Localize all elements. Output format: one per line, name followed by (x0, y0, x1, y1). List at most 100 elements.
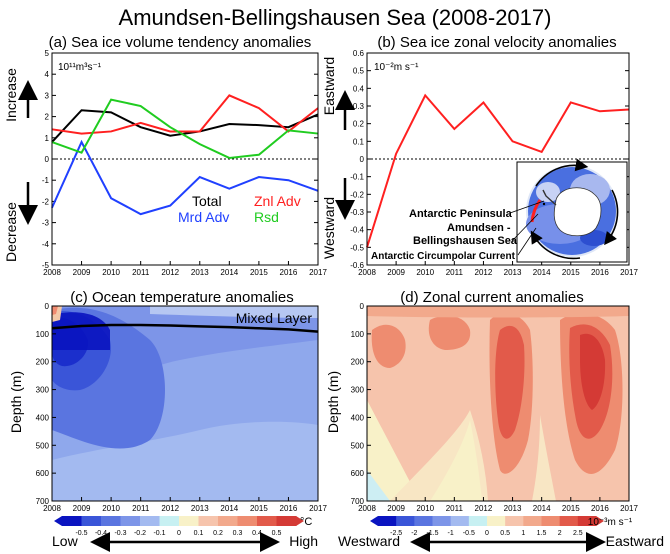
y-tick-label: 0.3 (353, 102, 365, 111)
colorbar-segment (159, 516, 180, 526)
panel-b-chart: -0.6 -0.5 -0.4 -0.3 -0.2 -0.1 0 0.1 0.2 0.3 0.4 0.5… (350, 49, 638, 277)
figure-title: Amundsen-Bellingshausen Sea (2008-2017) (119, 5, 552, 30)
colorbar-segment (237, 516, 258, 526)
colorbar-segment (179, 516, 199, 526)
colorbar-tick-label: 0.1 (194, 530, 204, 537)
y-tick-label: -0.4 (350, 226, 364, 235)
colorbar-tick-label: 0.5 (500, 530, 510, 537)
colorbar-segment (198, 516, 219, 526)
y-tick-label: 200 (36, 358, 50, 367)
y-tick-label: -3 (42, 219, 50, 228)
colorbar-tick-label: 0.3 (233, 530, 243, 537)
panel-b-frame (366, 52, 630, 266)
y-tick-label: 0.5 (353, 67, 365, 76)
colorbar-segment (468, 516, 488, 526)
colorbar-right-cap (296, 516, 304, 526)
colorbar-tick-label: -0.2 (134, 530, 146, 537)
colorbar-segment (62, 516, 82, 526)
legend-znl-adv: Znl Adv (254, 193, 301, 209)
y-tick-label: 300 (351, 386, 365, 395)
x-tick-label: 2011 (132, 268, 150, 277)
x-tick-label: 2012 (161, 268, 179, 277)
panel-c-colorbar: -0.5 -0.4 -0.3 -0.2 -0.1 0 0.1 0.2 0.3 0.4 0.5 (54, 516, 304, 537)
y-tick-label: 700 (351, 497, 365, 506)
westward-label: Westward (321, 197, 337, 259)
panel-d-frame (366, 305, 630, 502)
colorbar-tick-label: -0.3 (114, 530, 126, 537)
colorbar-segment (140, 516, 160, 526)
y-tick-label: 5 (45, 49, 50, 58)
x-tick-label: 2009 (73, 268, 91, 277)
x-tick-label: 2010 (416, 504, 434, 513)
antarctica-inset-map (516, 158, 628, 263)
panel-d-heatmap (367, 306, 629, 501)
x-tick-label: 2014 (220, 268, 238, 277)
y-tick-label: -0.6 (350, 261, 364, 270)
colorbar-eastward-label: Eastward (606, 533, 664, 549)
x-tick-label: 2009 (387, 504, 405, 513)
x-tick-label: 2010 (102, 268, 120, 277)
x-tick-label: 2009 (387, 268, 405, 277)
series-line-znl (51, 94, 319, 135)
inset-label-peninsula: Antarctic Peninsula (409, 208, 513, 220)
y-tick-label: 4 (45, 70, 50, 79)
panel-c-frame (51, 305, 319, 502)
panel-d-title: (d) Zonal current anomalies (400, 289, 583, 306)
y-tick-label: 600 (36, 469, 50, 478)
panel-a-unit: 10¹¹m³s⁻¹ (58, 62, 102, 73)
y-tick-label: 200 (351, 358, 365, 367)
colorbar-segment (541, 516, 561, 526)
y-tick-label: 2 (45, 113, 50, 122)
x-tick-label: 2012 (475, 504, 493, 513)
y-tick-label: 400 (351, 413, 365, 422)
y-tick-label: 500 (351, 441, 365, 450)
legend-rsd: Rsd (254, 209, 279, 225)
y-tick-label: 100 (351, 330, 365, 339)
colorbar-segment (257, 516, 277, 526)
panel-c-colorbar-unit: °C (300, 516, 312, 528)
x-tick-label: 2016 (591, 504, 609, 513)
colorbar-segment (523, 516, 542, 526)
colorbar-tick-label: -1 (448, 530, 454, 537)
x-tick-label: 2015 (250, 268, 268, 277)
inset-label-acc: Antarctic Circumpolar Current (371, 251, 516, 262)
colorbar-left-cap (370, 516, 378, 526)
panel-c-ylabel: Depth (m) (8, 371, 24, 433)
colorbar-tick-label: 0 (177, 530, 181, 537)
mixed-layer-line (51, 323, 319, 333)
panel-d-colorbar-unit: 10⁻³m s⁻¹ (588, 517, 633, 528)
y-tick-label: 1 (45, 134, 50, 143)
colorbar-segment (505, 516, 524, 526)
legend-total: Total (192, 193, 222, 209)
y-tick-label: 0.1 (353, 137, 365, 146)
x-tick-label: 2015 (250, 504, 268, 513)
colorbar-segment (577, 516, 597, 526)
y-tick-label: -5 (42, 261, 50, 270)
y-tick-label: 0.6 (353, 49, 365, 58)
colorbar-tick-label: -1.5 (426, 530, 438, 537)
colorbar-tick-label: -0.5 (463, 530, 475, 537)
increase-label: Increase (3, 68, 19, 122)
y-tick-label: -4 (42, 240, 50, 249)
colorbar-tick-label: 2.5 (573, 530, 583, 537)
colorbar-segment (276, 516, 297, 526)
colorbar-tick-label: 0.5 (272, 530, 282, 537)
colorbar-high-label: High (289, 533, 318, 549)
x-tick-label: 2016 (280, 504, 298, 513)
x-tick-label: 2013 (191, 504, 209, 513)
y-tick-label: 100 (36, 330, 50, 339)
legend-mrd-adv: Mrd Adv (178, 209, 229, 225)
x-tick-label: 2012 (475, 268, 493, 277)
x-tick-label: 2013 (504, 504, 522, 513)
colorbar-segment (450, 516, 470, 526)
colorbar-tick-label: 0.2 (213, 530, 223, 537)
x-tick-label: 2008 (43, 268, 61, 277)
inset-label-bellingshausen: Bellingshausen Sea (413, 235, 518, 247)
colorbar-segment (414, 516, 433, 526)
colorbar-tick-label: -2.5 (390, 530, 402, 537)
x-tick-label: 2011 (446, 504, 464, 513)
x-tick-label: 2010 (102, 504, 120, 513)
colorbar-tick-label: 1.5 (537, 530, 547, 537)
